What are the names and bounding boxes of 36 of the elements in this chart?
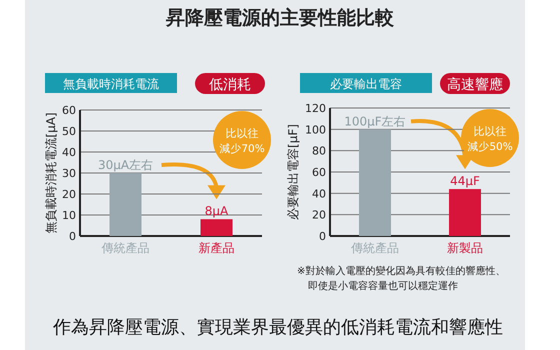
chart-subtitle: 必要輸出電容 bbox=[330, 77, 402, 91]
y-tick-label: 60 bbox=[312, 166, 326, 179]
y-tick-label: 80 bbox=[312, 144, 326, 158]
y-tick-label: 10 bbox=[62, 209, 76, 222]
data-label: 8μA bbox=[204, 204, 230, 218]
y-tick-label: 0 bbox=[69, 230, 76, 243]
text: 低消耗 bbox=[209, 77, 251, 93]
y-tick-label: 20 bbox=[312, 208, 326, 222]
y-tick-label: 40 bbox=[62, 146, 76, 159]
y-tick-label: 40 bbox=[312, 187, 326, 200]
y-tick-label: 20 bbox=[62, 188, 76, 201]
y-tick-label: 120 bbox=[305, 102, 326, 115]
x-tick-label: 新製品 bbox=[447, 241, 483, 255]
data-label: 100μF左右 bbox=[344, 114, 406, 128]
annotation: 比以往 bbox=[474, 125, 506, 138]
y-tick-label: 50 bbox=[62, 125, 76, 138]
y-tick-label: 100 bbox=[305, 123, 326, 136]
y-tick-label: 60 bbox=[62, 104, 76, 117]
x-tick-label: 傳統產品 bbox=[100, 241, 150, 255]
y-axis-title: 必要輸出電容[μF] bbox=[286, 124, 300, 220]
chart-title: 昇降壓電源的主要性能比較 bbox=[165, 7, 395, 29]
y-axis-title: 無負載時消耗電流[μA] bbox=[44, 112, 58, 234]
annotation: 比以往 bbox=[226, 127, 258, 140]
text: 作為昇降壓電源、實現業界最優異的低消耗電流和響應性 bbox=[52, 317, 503, 338]
chart-subtitle: 無負載時消耗電流 bbox=[63, 77, 159, 91]
data-label: 44μF bbox=[450, 174, 480, 188]
text: ※對於輸入電壓的變化因為具有較佳的響應性、 bbox=[297, 265, 506, 277]
y-tick-label: 30 bbox=[62, 167, 76, 180]
x-tick-label: 傳統產品 bbox=[350, 241, 399, 255]
annotation: 減少50% bbox=[467, 140, 513, 153]
annotation: 減少70% bbox=[219, 142, 265, 155]
y-tick-label: 0 bbox=[319, 230, 326, 243]
text: 即使是小電容容量也可以穩定運作 bbox=[308, 280, 458, 292]
data-label: 30μA左右 bbox=[98, 158, 154, 172]
x-tick-label: 新產品 bbox=[198, 241, 234, 255]
text: 高速響應 bbox=[447, 77, 503, 93]
